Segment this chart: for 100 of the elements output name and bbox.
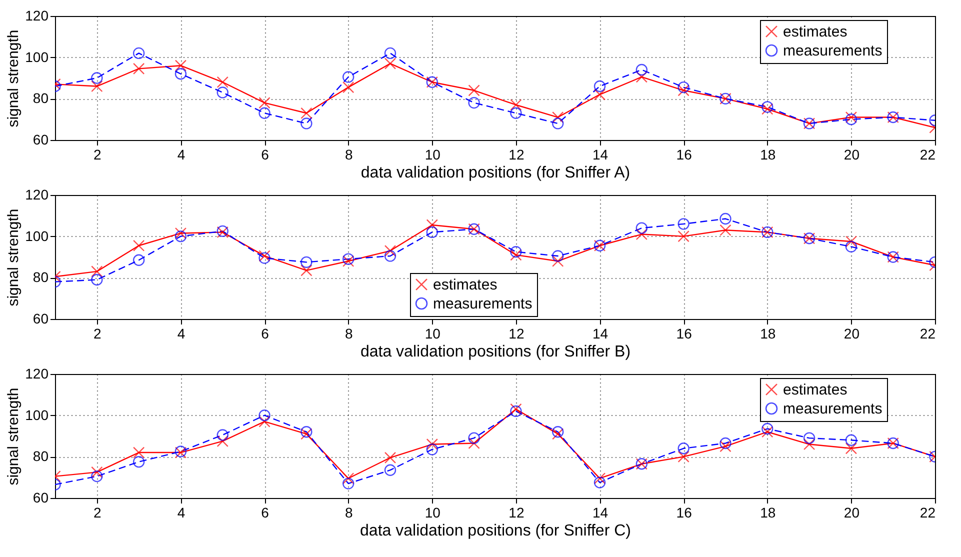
point	[342, 81, 354, 94]
point	[426, 226, 438, 238]
x-tick-label: 16	[676, 326, 692, 342]
x-tick-label: 10	[424, 504, 441, 520]
point	[678, 442, 690, 454]
legend-label: measurements	[433, 296, 532, 312]
point	[258, 410, 270, 422]
x-axis-title: data validation positions (for Sniffer B)	[360, 344, 631, 360]
point	[384, 244, 396, 257]
y-tick-label: 120	[25, 366, 49, 382]
point	[678, 218, 690, 230]
point	[636, 222, 648, 234]
point	[678, 450, 690, 463]
y-axis-title: signal strength	[5, 30, 22, 128]
point	[720, 212, 732, 225]
point	[91, 266, 103, 278]
point	[594, 476, 606, 488]
point	[426, 219, 438, 231]
x-tick-label: 18	[760, 504, 776, 520]
y-tick-label: 60	[32, 132, 49, 148]
x-tick-label: 4	[177, 146, 186, 162]
point	[384, 250, 396, 262]
point	[636, 71, 648, 83]
point	[384, 464, 396, 476]
point	[300, 118, 312, 130]
x-tick-label: 2	[94, 326, 102, 342]
point	[552, 118, 564, 130]
x-tick-label: 18	[760, 146, 776, 162]
x-tick-label: 14	[592, 326, 608, 342]
point	[678, 81, 690, 94]
point	[803, 432, 816, 444]
point	[300, 256, 312, 268]
x-tick-label: 8	[344, 146, 353, 162]
y-tick-label: 120	[25, 8, 49, 24]
point	[426, 438, 438, 450]
point	[845, 114, 858, 126]
point	[384, 452, 396, 464]
legend-label: estimates	[783, 382, 848, 398]
point	[594, 88, 606, 100]
point	[510, 107, 522, 119]
legend-label: measurements	[783, 400, 882, 418]
point	[426, 444, 438, 456]
x-tick-label: 12	[508, 146, 524, 162]
x-tick-label: 12	[508, 326, 524, 342]
y-tick-label: 100	[25, 228, 49, 244]
y-tick-label: 80	[32, 90, 49, 106]
x-tick-label: 18	[760, 326, 776, 342]
point	[678, 84, 690, 96]
point	[216, 429, 228, 441]
point	[845, 442, 858, 454]
x-tick-label: 16	[676, 146, 692, 162]
point	[510, 249, 522, 261]
point	[91, 470, 103, 482]
point	[174, 68, 187, 80]
point	[132, 47, 145, 60]
x-tick-label: 10	[424, 146, 441, 162]
y-axis-title: signal strength	[5, 208, 22, 306]
point	[300, 107, 312, 119]
point	[468, 432, 480, 444]
point	[845, 240, 858, 252]
point	[845, 434, 858, 446]
x-tick-label: 10	[424, 326, 441, 342]
x-tick-label: 22	[920, 326, 936, 342]
point	[300, 264, 312, 276]
x-tick-label: 6	[261, 326, 270, 342]
point	[132, 62, 145, 75]
point	[216, 76, 228, 88]
point	[636, 228, 648, 240]
x-tick-label: 16	[676, 504, 692, 520]
point	[258, 96, 270, 109]
point	[342, 478, 354, 490]
point	[845, 111, 858, 124]
point	[174, 227, 187, 240]
point	[91, 466, 103, 478]
x-tick-label: 20	[844, 146, 860, 162]
point	[636, 64, 648, 76]
y-tick-label: 100	[25, 48, 49, 65]
x-tick-label: 6	[261, 146, 270, 162]
point	[803, 438, 816, 450]
y-axis-title: signal strength	[5, 388, 22, 486]
point	[342, 472, 354, 484]
x-tick-label: 22	[920, 504, 936, 520]
point	[132, 240, 145, 252]
x-tick-label: 8	[344, 504, 353, 520]
x-axis-title: data validation positions (for Sniffer C)	[360, 522, 631, 540]
point	[594, 472, 606, 484]
point	[132, 446, 145, 458]
point	[552, 255, 564, 267]
x-tick-label: 4	[177, 504, 186, 520]
legend-label: estimates	[783, 24, 848, 40]
point	[258, 416, 270, 428]
y-tick-label: 80	[32, 269, 49, 286]
point	[384, 58, 396, 70]
point	[510, 99, 522, 111]
point	[468, 437, 480, 450]
point	[720, 224, 732, 236]
point	[91, 274, 103, 286]
point	[468, 96, 480, 109]
x-tick-label: 20	[844, 326, 860, 342]
point	[510, 246, 522, 258]
